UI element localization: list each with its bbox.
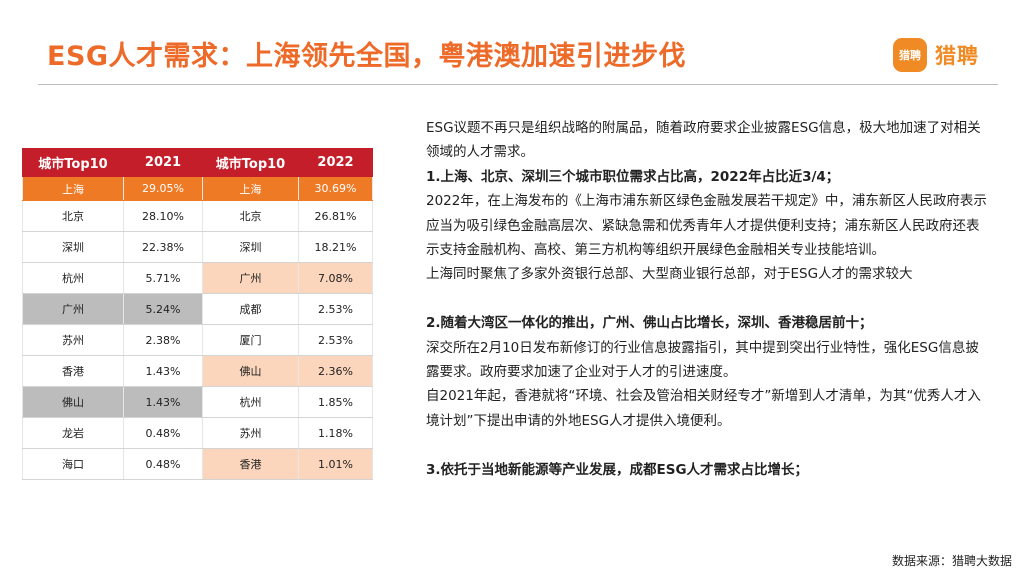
cell-share-2021: 22.38%: [123, 231, 203, 263]
cell-share-2021-highlight: 1.43%: [123, 386, 203, 418]
cell-share-2022: 2.53%: [298, 324, 373, 356]
cell-city-2022: 上海: [202, 176, 299, 201]
cell-share-2021: 29.05%: [123, 176, 203, 201]
table-header-row: 城市Top10 2021 城市Top10 2022: [22, 148, 373, 177]
cell-share-2021-highlight: 5.24%: [123, 293, 203, 325]
header-city-2022: 城市Top10: [202, 148, 299, 177]
cell-share-2021: 28.10%: [123, 200, 203, 232]
cell-city-2022: 成都: [202, 293, 299, 325]
point1-note: 上海同时聚焦了多家外资银行总部、大型商业银行总部，对于ESG人才的需求较大: [426, 266, 913, 283]
cell-city-2021-highlight: 佛山: [22, 386, 124, 418]
intro-paragraph: ESG议题不再只是组织战略的附属品，随着政府要求企业披露ESG信息，极大地加速了…: [426, 120, 981, 161]
header-city-2021: 城市Top10: [22, 148, 124, 177]
cell-city-2022-highlight: 佛山: [202, 355, 299, 387]
table-row: 佛山 1.43% 杭州 1.85%: [22, 386, 373, 418]
cell-city-2022: 杭州: [202, 386, 299, 418]
cell-city-2021: 深圳: [22, 231, 124, 263]
page-title: ESG人才需求：上海领先全国，粤港澳加速引进步伐: [47, 41, 687, 72]
point2-heading: 2.随着大湾区一体化的推出，广州、佛山占比增长，深圳、香港稳居前十；: [426, 315, 873, 332]
table-row: 龙岩 0.48% 苏州 1.18%: [22, 417, 373, 449]
cell-city-2022: 厦门: [202, 324, 299, 356]
cell-city-2021: 北京: [22, 200, 124, 232]
table-row: 深圳 22.38% 深圳 18.21%: [22, 231, 373, 263]
header-year-2022: 2022: [298, 148, 373, 177]
data-source-note: 数据来源：猎聘大数据: [891, 554, 1012, 568]
spacer: [426, 287, 991, 311]
cell-city-2021-highlight: 广州: [22, 293, 124, 325]
cell-city-2021: 苏州: [22, 324, 124, 356]
header-year-2021: 2021: [123, 148, 203, 177]
cell-city-2021: 香港: [22, 355, 124, 387]
cell-city-2022: 深圳: [202, 231, 299, 263]
brand-name: 猎聘: [935, 44, 979, 68]
analysis-text: ESG议题不再只是组织战略的附属品，随着政府要求企业披露ESG信息，极大地加速了…: [426, 116, 991, 482]
cell-share-2021: 0.48%: [123, 417, 203, 449]
cell-share-2021: 1.43%: [123, 355, 203, 387]
point2-note: 自2021年起，香港就将“环境、社会及管治相关财经专才”新增到人才清单，为其“优…: [426, 388, 981, 429]
cell-share-2022: 26.81%: [298, 200, 373, 232]
cell-city-2021: 上海: [22, 176, 124, 201]
brand-logo: 猎聘 猎聘: [893, 38, 979, 72]
cell-share-2021: 0.48%: [123, 448, 203, 480]
table-row: 北京 28.10% 北京 26.81%: [22, 200, 373, 232]
cell-city-2022-highlight: 香港: [202, 448, 299, 480]
cell-city-2022-highlight: 广州: [202, 262, 299, 294]
cell-city-2021: 海口: [22, 448, 124, 480]
cell-share-2022-highlight: 2.36%: [298, 355, 373, 387]
cell-share-2021: 2.38%: [123, 324, 203, 356]
cell-share-2022: 18.21%: [298, 231, 373, 263]
point3-heading: 3.依托于当地新能源等产业发展，成都ESG人才需求占比增长；: [426, 461, 809, 478]
table-row: 上海 29.05% 上海 30.69%: [22, 176, 373, 201]
cell-city-2022: 苏州: [202, 417, 299, 449]
city-share-table: 城市Top10 2021 城市Top10 2022 上海 29.05% 上海 3…: [22, 148, 373, 480]
table-row: 海口 0.48% 香港 1.01%: [22, 448, 373, 480]
point1-heading: 1.上海、北京、深圳三个城市职位需求占比高，2022年占比近3/4；: [426, 168, 840, 185]
cell-city-2021: 杭州: [22, 262, 124, 294]
cell-share-2022: 1.18%: [298, 417, 373, 449]
cell-city-2022: 北京: [202, 200, 299, 232]
table-row: 香港 1.43% 佛山 2.36%: [22, 355, 373, 387]
table-row: 广州 5.24% 成都 2.53%: [22, 293, 373, 325]
cell-share-2022-highlight: 7.08%: [298, 262, 373, 294]
cell-share-2022: 2.53%: [298, 293, 373, 325]
cell-city-2021: 龙岩: [22, 417, 124, 449]
spacer: [426, 433, 991, 457]
title-divider: [38, 84, 998, 85]
cell-share-2022: 30.69%: [298, 176, 373, 201]
cell-share-2021: 5.71%: [123, 262, 203, 294]
table-row: 苏州 2.38% 厦门 2.53%: [22, 324, 373, 356]
cell-share-2022: 1.85%: [298, 386, 373, 418]
point1-paragraph: 2022年，在上海发布的《上海市浦东新区绿色金融发展若干规定》中，浦东新区人民政…: [426, 193, 987, 259]
point2-paragraph: 深交所在2月10日发布新修订的行业信息披露指引，其中提到突出行业特性，强化ESG…: [426, 339, 979, 381]
liepin-logo-icon: 猎聘: [893, 38, 927, 72]
table-row: 杭州 5.71% 广州 7.08%: [22, 262, 373, 294]
cell-share-2022-highlight: 1.01%: [298, 448, 373, 480]
